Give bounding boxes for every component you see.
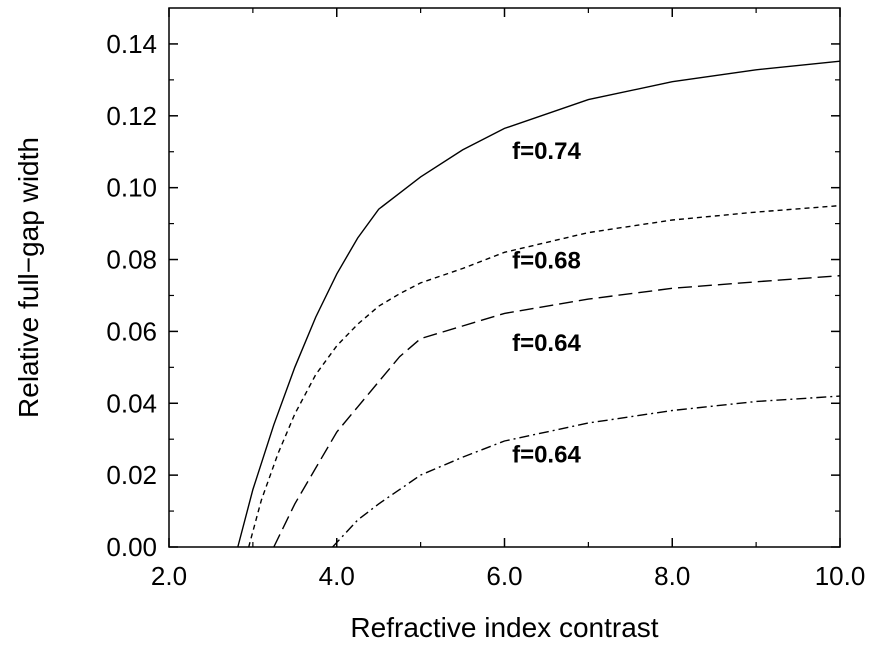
x-axis: 2.0 4.0 6.0 8.0 10.0 [151, 8, 865, 591]
y-tick-label: 0.04 [106, 388, 157, 418]
y-tick-label: 0.02 [106, 460, 157, 490]
series-line-1 [237, 60, 841, 548]
x-axis-title: Refractive index contrast [350, 612, 658, 643]
y-tick-label: 0.06 [106, 316, 157, 346]
series-line-3 [273, 275, 841, 548]
curve-label-3: f=0.64 [512, 330, 581, 357]
plot-frame [168, 7, 841, 548]
curve-label-1: f=0.74 [512, 138, 581, 165]
y-tick-label: 0.00 [106, 532, 157, 562]
x-tick-label: 8.0 [654, 561, 690, 591]
curve-label-4: f=0.64 [512, 442, 581, 469]
y-tick-label: 0.12 [106, 101, 157, 131]
curve-label-2: f=0.68 [512, 248, 581, 275]
x-tick-label: 4.0 [319, 561, 355, 591]
x-tick-label: 6.0 [486, 561, 522, 591]
curve-labels: f=0.74 f=0.68 f=0.64 f=0.64 [512, 138, 581, 469]
y-axis-title: Relative full−gap width [13, 137, 44, 418]
series-layer [237, 60, 841, 548]
y-tick-label: 0.14 [106, 29, 157, 59]
series-line-2 [248, 204, 841, 548]
x-tick-label: 10.0 [815, 561, 866, 591]
x-tick-label: 2.0 [151, 561, 187, 591]
y-tick-label: 0.10 [106, 173, 157, 203]
y-axis: 0.00 0.02 0.04 0.06 0.08 0.10 0.12 0.14 [106, 29, 840, 562]
series-line-4 [332, 395, 841, 548]
y-tick-label: 0.08 [106, 245, 157, 275]
